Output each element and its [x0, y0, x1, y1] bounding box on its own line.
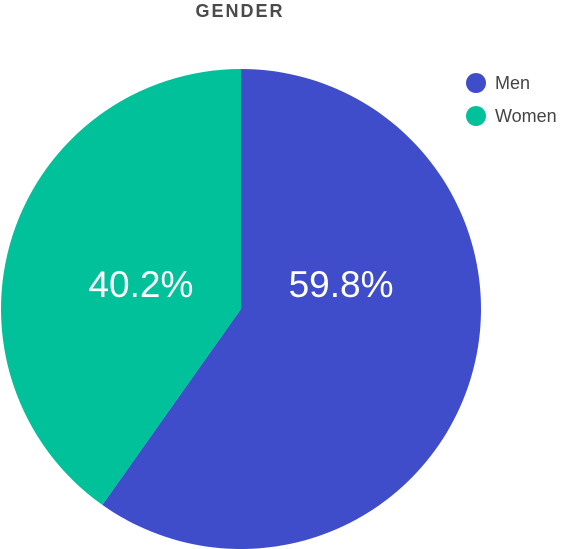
- value-label: 40.2%: [88, 264, 193, 305]
- chart-title: GENDER: [195, 1, 284, 21]
- legend-label: Men: [495, 73, 530, 93]
- legend-marker: [466, 106, 486, 126]
- legend-marker: [466, 73, 486, 93]
- pie-slice: [102, 69, 481, 549]
- legend-label: Women: [495, 106, 557, 126]
- pie-slice: [0, 68, 241, 505]
- value-label: 59.8%: [289, 264, 394, 305]
